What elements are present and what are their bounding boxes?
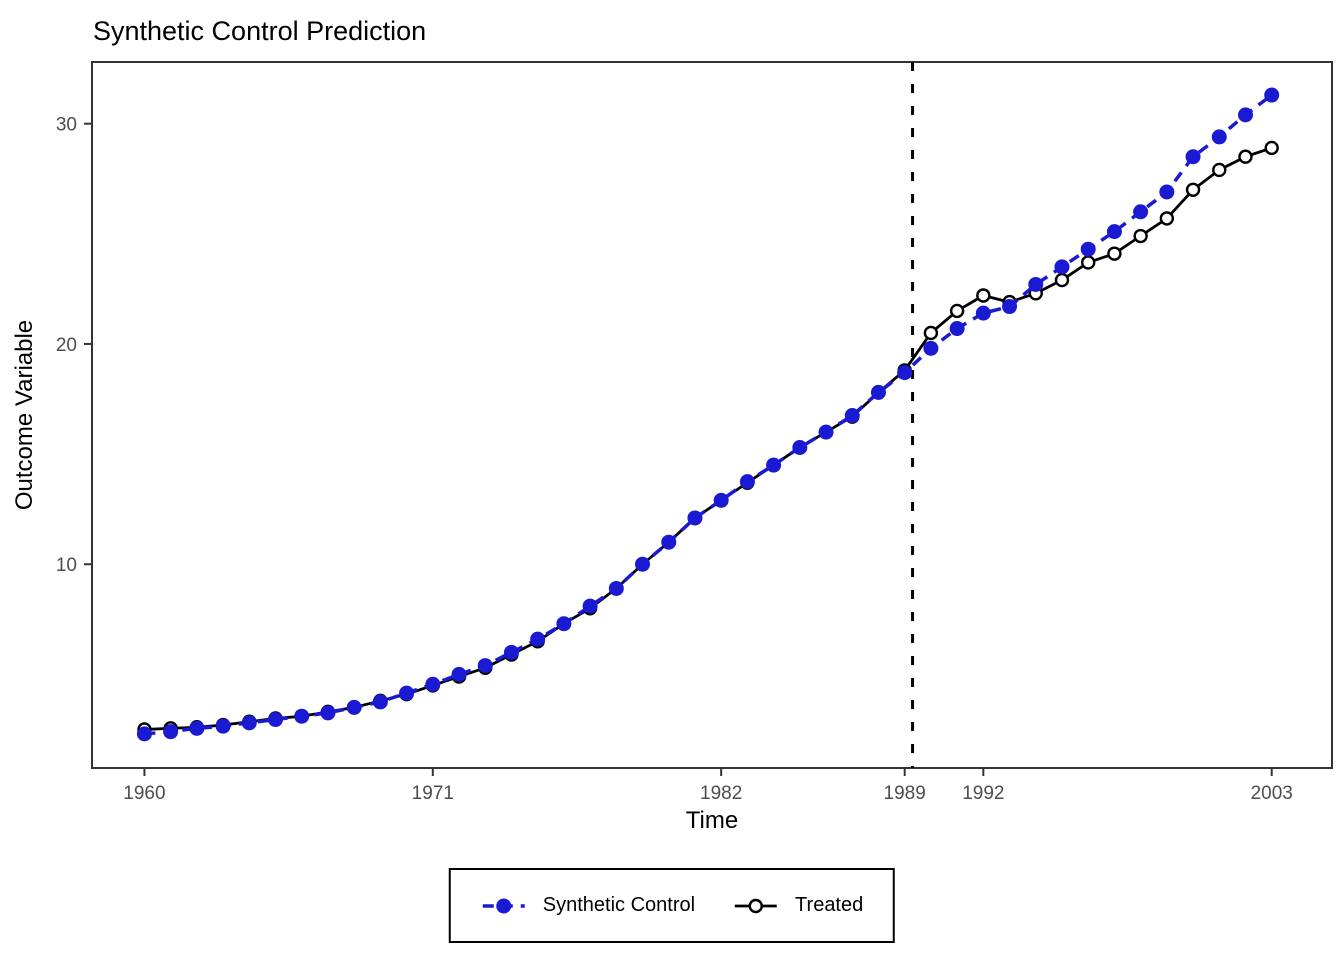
data-point-treated (976, 288, 991, 303)
data-point-synthetic-control (1211, 129, 1227, 145)
data-point-synthetic-control (241, 715, 257, 731)
x-tick-label: 1971 (412, 783, 454, 804)
y-tick-label: 10 (56, 555, 77, 576)
data-point-synthetic-control (739, 474, 755, 490)
data-point-treated (949, 303, 965, 319)
data-point-synthetic-control (451, 666, 467, 682)
axis-ticks: 1960 1971 1982 1989 1992 2003 10 20 30 (56, 115, 1293, 804)
series-line-synthetic-control (144, 93, 1273, 736)
data-point-synthetic-control (818, 424, 834, 440)
data-point-treated (1054, 272, 1070, 288)
data-point-synthetic-control (1237, 107, 1253, 123)
data-point-synthetic-control (661, 534, 677, 550)
data-point-synthetic-control (320, 705, 336, 721)
y-axis-title: Outcome Variable (11, 320, 38, 510)
plot-area: Synthetic Control Prediction 1960 1971 198… (11, 16, 1333, 834)
x-tick-label: 1960 (123, 783, 165, 804)
x-tick-label: 1989 (884, 783, 926, 804)
data-point-synthetic-control (268, 712, 284, 728)
legend-item-treated: Treated (733, 894, 863, 917)
data-point-synthetic-control (713, 492, 729, 508)
data-point-synthetic-control (294, 708, 310, 724)
x-tick-label: 1992 (962, 783, 1004, 804)
synthetic-control-swatch-icon (482, 898, 525, 913)
data-point-treated (1212, 162, 1227, 178)
data-point-synthetic-control (1054, 259, 1070, 275)
data-point-synthetic-control (975, 305, 991, 321)
data-point-synthetic-control (1185, 149, 1201, 165)
data-point-synthetic-control (503, 644, 519, 660)
data-point-synthetic-control (425, 676, 441, 692)
data-point-synthetic-control (844, 408, 860, 424)
treated-swatch-icon (735, 898, 778, 913)
data-point-synthetic-control (346, 699, 362, 715)
y-tick-label: 20 (56, 335, 77, 356)
legend-item-synthetic-control: Synthetic Control (481, 894, 695, 917)
data-point-treated (1159, 211, 1175, 226)
chart-title: Synthetic Control Prediction (93, 16, 426, 46)
data-point-treated (1133, 228, 1148, 244)
data-point-synthetic-control (1080, 241, 1096, 257)
y-tick-label: 30 (56, 115, 77, 136)
data-point-synthetic-control (1264, 87, 1280, 103)
data-point-synthetic-control (608, 580, 624, 596)
x-tick-label: 2003 (1251, 783, 1293, 804)
data-point-synthetic-control (189, 720, 205, 736)
data-point-treated (1107, 246, 1122, 261)
data-point-synthetic-control (556, 616, 572, 632)
data-point-synthetic-control (897, 365, 913, 381)
data-point-treated (1264, 140, 1279, 156)
data-point-synthetic-control (1002, 299, 1018, 315)
data-point-synthetic-control (870, 384, 886, 400)
series-layer (136, 87, 1280, 742)
data-point-synthetic-control (949, 321, 965, 337)
data-point-synthetic-control (582, 598, 598, 614)
data-point-treated (923, 325, 939, 341)
data-point-synthetic-control (923, 340, 939, 356)
legend-label-synthetic-control: Synthetic Control (542, 894, 696, 916)
data-point-synthetic-control (1159, 184, 1175, 200)
x-tick-label: 1982 (700, 783, 742, 804)
data-point-synthetic-control (477, 658, 493, 674)
data-point-synthetic-control (1028, 276, 1044, 292)
data-point-synthetic-control (372, 694, 388, 710)
legend-label-treated: Treated (795, 894, 864, 916)
data-point-treated (1080, 255, 1096, 270)
data-point-synthetic-control (136, 726, 152, 742)
data-point-synthetic-control (1133, 204, 1149, 220)
data-point-synthetic-control (766, 457, 782, 473)
data-point-synthetic-control (163, 724, 179, 740)
data-point-synthetic-control (530, 631, 546, 647)
data-point-synthetic-control (1106, 224, 1122, 240)
data-point-synthetic-control (792, 439, 808, 455)
data-point-treated (1185, 182, 1201, 197)
data-point-synthetic-control (687, 510, 703, 526)
data-point-synthetic-control (215, 718, 231, 734)
data-point-synthetic-control (399, 685, 415, 701)
x-axis-title: Time (686, 807, 738, 834)
data-point-synthetic-control (635, 556, 651, 572)
panel-border (91, 61, 1333, 769)
series-line-treated (144, 146, 1273, 731)
data-point-treated (1238, 149, 1253, 164)
legend-box: Synthetic Control Treated (448, 868, 896, 943)
